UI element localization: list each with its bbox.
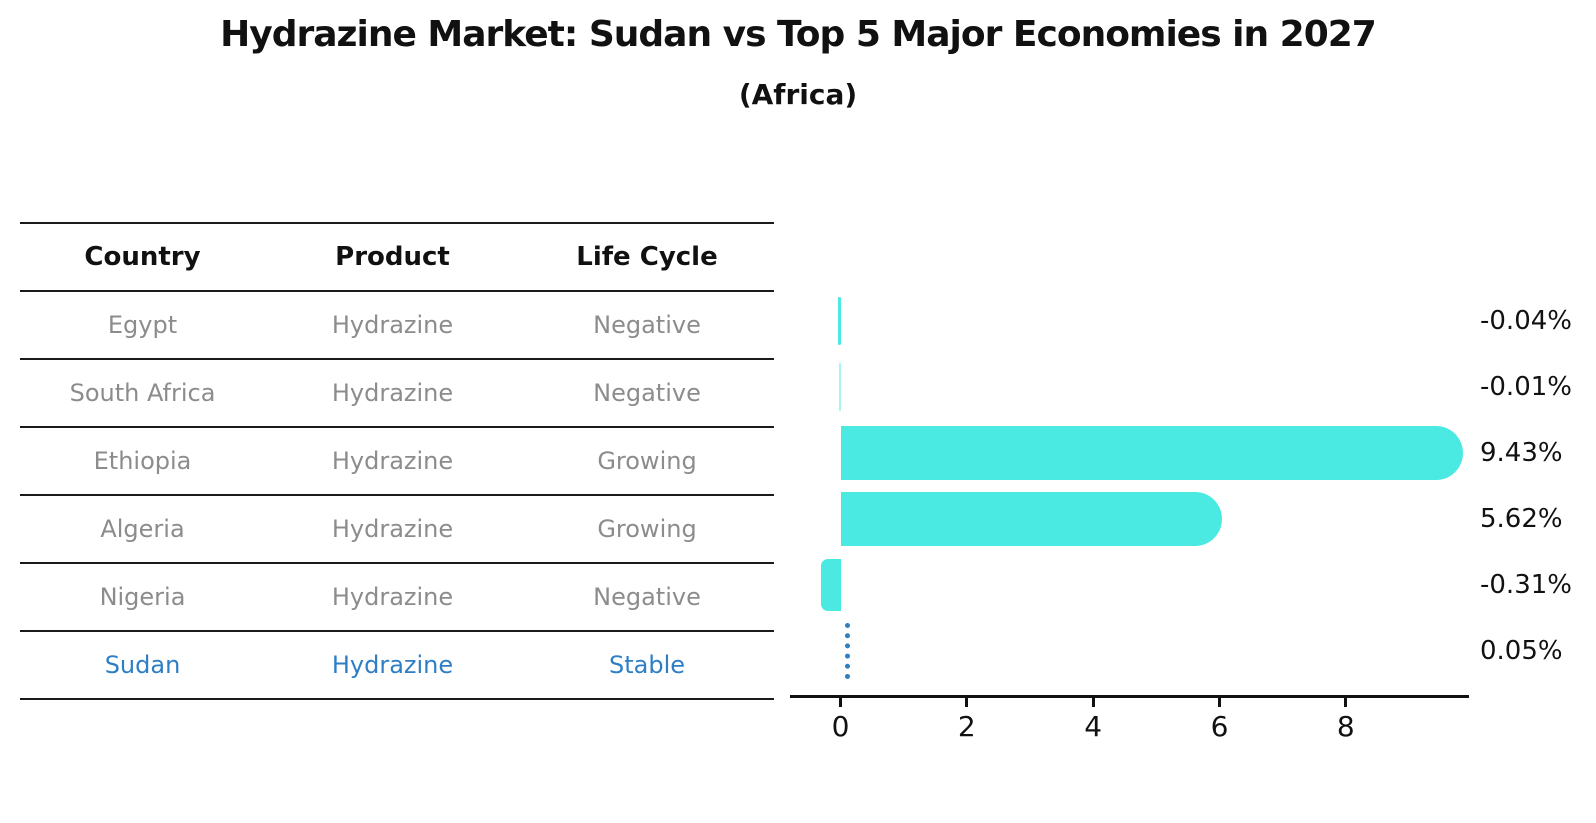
- cell-country: Nigeria: [20, 563, 265, 632]
- x-axis-tick: [839, 695, 843, 707]
- x-axis-tick-label: 8: [1336, 710, 1355, 743]
- cell-product: Hydrazine: [265, 427, 520, 496]
- bar-nigeria: [820, 559, 841, 611]
- cell-life-cycle: Growing: [520, 495, 774, 564]
- table-row: Egypt Hydrazine Negative: [20, 291, 774, 360]
- x-axis-tick: [965, 695, 969, 707]
- bar-south-africa: [839, 363, 841, 411]
- cell-country: Egypt: [20, 291, 265, 360]
- table-row: Nigeria Hydrazine Negative: [20, 563, 774, 632]
- cell-country: Ethiopia: [20, 427, 265, 496]
- value-label-ethiopia: 9.43%: [1480, 438, 1563, 468]
- country-table: Country Product Life Cycle Egypt Hydrazi…: [20, 222, 774, 700]
- x-axis-tick: [1344, 695, 1348, 707]
- cell-life-cycle: Negative: [520, 359, 774, 428]
- col-header-country: Country: [20, 223, 265, 292]
- cell-life-cycle: Negative: [520, 563, 774, 632]
- bar-ethiopia: [840, 426, 1464, 480]
- cell-product: Hydrazine: [265, 291, 520, 360]
- highlight-dotted-marker-sudan: [844, 623, 850, 679]
- x-axis-tick-label: 6: [1210, 710, 1229, 743]
- x-axis-tick-label: 4: [1084, 710, 1103, 743]
- value-label-sudan: 0.05%: [1480, 636, 1563, 666]
- bar-egypt: [838, 297, 841, 345]
- x-axis-tick: [1091, 695, 1095, 707]
- value-label-algeria: 5.62%: [1480, 504, 1563, 534]
- table-header-row: Country Product Life Cycle: [20, 223, 774, 292]
- bar-algeria: [840, 492, 1223, 546]
- cell-country: Sudan: [20, 631, 265, 700]
- cell-product: Hydrazine: [265, 359, 520, 428]
- cell-country: South Africa: [20, 359, 265, 428]
- cell-life-cycle: Negative: [520, 291, 774, 360]
- cell-country: Algeria: [20, 495, 265, 564]
- cell-life-cycle: Growing: [520, 427, 774, 496]
- col-header-product: Product: [265, 223, 520, 292]
- bar-chart-plot-area: 0 2 4 6 8: [790, 290, 1469, 743]
- table-row: South Africa Hydrazine Negative: [20, 359, 774, 428]
- cell-life-cycle: Stable: [520, 631, 774, 700]
- table-row-highlight-sudan: Sudan Hydrazine Stable: [20, 631, 774, 700]
- table-row: Ethiopia Hydrazine Growing: [20, 427, 774, 496]
- x-axis-tick-label: 2: [957, 710, 976, 743]
- chart-subtitle: (Africa): [738, 78, 858, 111]
- value-label-south-africa: -0.01%: [1480, 372, 1572, 402]
- x-axis-tick: [1218, 695, 1221, 707]
- value-label-egypt: -0.04%: [1480, 306, 1572, 336]
- cell-product: Hydrazine: [265, 495, 520, 564]
- x-axis-tick-label: 0: [831, 710, 850, 743]
- cell-product: Hydrazine: [265, 563, 520, 632]
- col-header-life-cycle: Life Cycle: [520, 223, 774, 292]
- chart-title: Hydrazine Market: Sudan vs Top 5 Major E…: [220, 14, 1377, 55]
- cell-product: Hydrazine: [265, 631, 520, 700]
- value-label-column: -0.04% -0.01% 9.43% 5.62% -0.31% 0.05%: [1480, 290, 1596, 695]
- value-label-nigeria: -0.31%: [1480, 570, 1572, 600]
- table-row: Algeria Hydrazine Growing: [20, 495, 774, 564]
